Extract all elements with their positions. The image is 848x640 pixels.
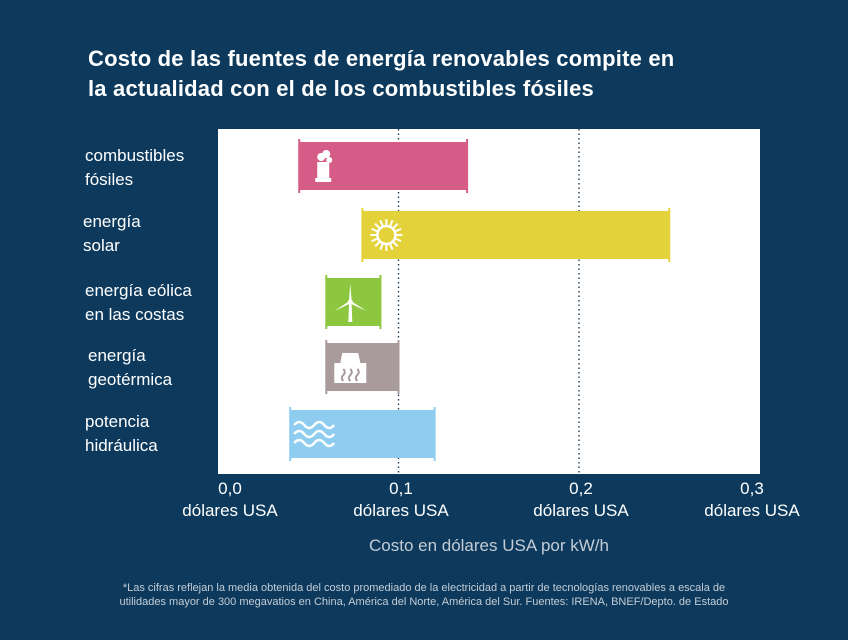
category-label-line: hidráulica (85, 436, 158, 455)
footnote-line-2: utilidades mayor de 300 megavatios en Ch… (119, 596, 729, 608)
range-bar (298, 139, 469, 193)
x-tick-value: 0,1 (389, 479, 413, 498)
x-tick-value: 0,3 (740, 479, 764, 498)
category-label-geothermal: energía geotérmica (88, 344, 228, 392)
x-tick-label: 0,3 dólares USA (677, 478, 827, 522)
category-label-wind: energía eólica en las costas (85, 279, 225, 327)
range-bar (289, 407, 436, 461)
sun-icon (370, 219, 403, 251)
x-tick-unit: dólares USA (533, 501, 629, 520)
category-label-line: energía (88, 346, 146, 365)
footnote: *Las cifras reflejan la media obtenida d… (60, 581, 788, 609)
range-bar (325, 340, 400, 394)
chart-title-line-2: la actualidad con el de los combustibles… (88, 76, 594, 101)
chart-title-line-1: Costo de las fuentes de energía renovabl… (88, 46, 675, 71)
x-tick-label: 0,2 dólares USA (506, 478, 656, 522)
range-bar-rect (326, 278, 381, 326)
category-label-line: solar (83, 236, 120, 255)
category-label-line: energía eólica (85, 281, 192, 300)
category-label-line: fósiles (85, 170, 134, 189)
category-label-line: combustibles (85, 146, 185, 165)
x-tick-label: 0,1 dólares USA (326, 478, 476, 522)
category-label-line: potencia (85, 412, 150, 431)
range-bar (325, 275, 382, 329)
category-label-line: energía (83, 212, 141, 231)
range-bar (361, 208, 671, 262)
category-label-line: en las costas (85, 305, 185, 324)
category-label-fossil: combustibles fósiles (85, 144, 225, 192)
wind-turbine-icon (334, 284, 367, 322)
category-label-solar: energía solar (83, 210, 223, 258)
factory-icon (315, 150, 333, 182)
x-tick-value: 0,2 (569, 479, 593, 498)
x-tick-unit: dólares USA (353, 501, 449, 520)
geothermal-icon (334, 353, 367, 383)
range-bar-rect (290, 410, 435, 458)
category-label-hydro: potencia hidráulica (85, 410, 225, 458)
x-tick-unit: dólares USA (704, 501, 800, 520)
footnote-line-1: *Las cifras reflejan la media obtenida d… (122, 582, 726, 594)
x-tick-label: 0,0 dólares USA (155, 478, 305, 522)
range-bar-rect (362, 211, 670, 259)
x-tick-unit: dólares USA (182, 501, 278, 520)
water-waves-icon (293, 420, 336, 448)
category-label-line: geotérmica (88, 370, 173, 389)
chart-title: Costo de las fuentes de energía renovabl… (88, 44, 788, 104)
x-axis-title: Costo en dólares USA por kW/h (368, 536, 609, 555)
x-tick-value: 0,0 (218, 479, 242, 498)
